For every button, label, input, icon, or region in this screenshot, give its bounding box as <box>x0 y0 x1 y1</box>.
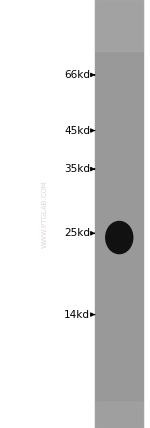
Bar <box>95 0 143 428</box>
Bar <box>95 402 143 428</box>
Text: 45kd: 45kd <box>64 125 90 136</box>
Text: 25kd: 25kd <box>64 228 90 238</box>
Text: 14kd: 14kd <box>64 309 90 320</box>
Text: 35kd: 35kd <box>64 164 90 174</box>
Ellipse shape <box>106 222 133 253</box>
Text: WWW.PTGLAB.COM: WWW.PTGLAB.COM <box>42 180 48 248</box>
Bar <box>95 0 143 51</box>
Text: 66kd: 66kd <box>64 70 90 80</box>
